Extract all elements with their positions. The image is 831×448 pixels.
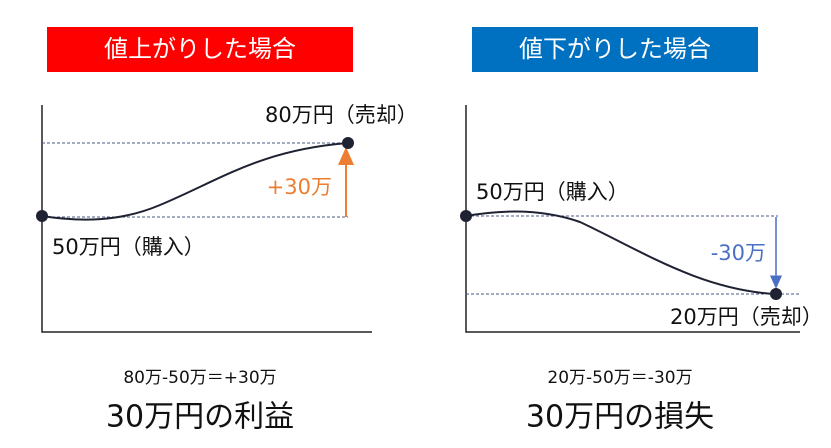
formula: 20万-50万＝-30万 xyxy=(547,368,692,388)
rise-panel: 値上がりした場合 80万円（売却） +30万 50万円（購入） 80万-50万＝… xyxy=(36,27,418,435)
buy-label: 50万円（購入） xyxy=(52,235,205,259)
buy-point xyxy=(460,210,472,222)
sell-label: 80万円（売却） xyxy=(265,103,418,127)
banner-text: 値下がりした場合 xyxy=(519,35,711,63)
result: 30万円の利益 xyxy=(106,400,294,435)
banner-text: 値上がりした場合 xyxy=(104,35,296,63)
formula: 80万-50万＝+30万 xyxy=(123,368,276,388)
change-label: -30万 xyxy=(711,241,766,265)
buy-label: 50万円（購入） xyxy=(476,180,629,204)
sell-point xyxy=(770,288,782,300)
axis xyxy=(465,105,800,333)
sell-point xyxy=(342,137,354,149)
result: 30万円の損失 xyxy=(526,400,714,435)
price-curve xyxy=(41,142,349,221)
banner xyxy=(472,27,758,72)
axis xyxy=(41,105,372,333)
buy-point xyxy=(36,210,48,222)
price-curve xyxy=(465,210,777,295)
change-label: +30万 xyxy=(267,175,332,199)
sell-label: 20万円（売却） xyxy=(670,305,823,329)
banner xyxy=(47,27,353,72)
fall-panel: 値下がりした場合 50万円（購入） -30万 20万円（売却） 20万-50万＝… xyxy=(460,27,823,435)
